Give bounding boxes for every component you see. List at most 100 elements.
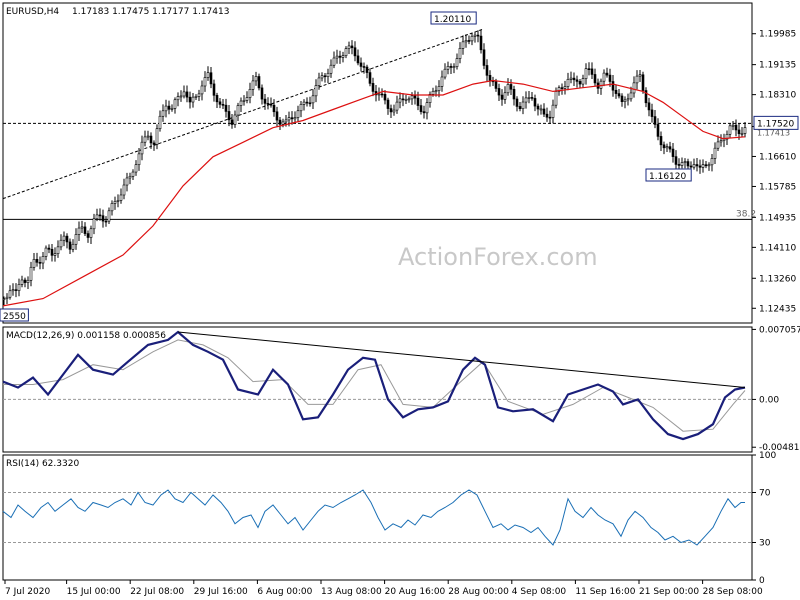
x-axis-label: 6 Aug 00:00: [257, 587, 312, 597]
candle-body: [359, 62, 363, 67]
candle-body: [14, 289, 18, 291]
candle-body: [50, 248, 54, 256]
candle-body: [488, 75, 492, 81]
candle-body: [398, 98, 402, 103]
price-panel-ohlc: 1.17183 1.17475 1.17177 1.17413: [72, 7, 229, 17]
rsi-axis-tick-label: 70: [759, 489, 771, 499]
candle-body: [635, 75, 639, 84]
candle-body: [665, 146, 669, 149]
candle-body: [356, 55, 360, 64]
candle-body: [197, 93, 201, 97]
candle-body: [404, 99, 408, 101]
candle-body: [431, 90, 435, 95]
candle-body: [581, 78, 585, 85]
candle-body: [641, 74, 645, 91]
candle-body: [92, 218, 96, 230]
candle-body: [482, 49, 486, 66]
x-axis-label: 29 Jul 16:00: [194, 587, 248, 597]
candle-body: [728, 125, 732, 135]
current-price-tag-label: 1.17520: [757, 119, 794, 129]
candle-body: [560, 87, 564, 89]
candle-body: [128, 175, 132, 179]
candle-body: [419, 105, 423, 112]
candle-body: [590, 68, 594, 75]
candle-body: [71, 243, 75, 250]
candle-body: [149, 135, 153, 144]
candle-body: [299, 104, 303, 112]
rsi-panel-title: RSI(14) 62.3320: [6, 459, 79, 469]
candle-body: [347, 45, 351, 49]
candle-body: [455, 58, 459, 67]
candle-body: [194, 96, 198, 98]
candle-body: [350, 45, 354, 49]
macd-panel-frame: [2, 326, 753, 453]
candle-body: [473, 34, 477, 37]
candle-body: [632, 82, 636, 94]
candle-body: [170, 108, 174, 110]
candle-body: [155, 128, 159, 145]
candle-body: [314, 85, 318, 97]
candle-body: [98, 214, 102, 217]
candle-body: [263, 98, 267, 104]
candle-body: [41, 256, 45, 264]
candle-body: [293, 117, 297, 120]
candle-body: [53, 253, 57, 256]
candle-body: [467, 40, 471, 42]
candle-body: [47, 247, 51, 250]
candle-body: [125, 177, 129, 186]
candle-body: [407, 98, 411, 101]
candle-body: [533, 98, 537, 107]
candle-body: [368, 72, 372, 84]
candle-body: [110, 203, 114, 212]
watermark: ActionForex.com: [398, 243, 598, 271]
candle-body: [731, 124, 735, 127]
candle-body: [668, 146, 672, 150]
candle-body: [671, 148, 675, 157]
candle-body: [167, 105, 171, 110]
x-axis-label: 15 Jul 00:00: [67, 587, 121, 597]
candle-body: [614, 89, 618, 94]
candle-body: [305, 101, 309, 104]
candle-body: [161, 110, 165, 117]
candle-body: [662, 144, 666, 149]
candle-body: [689, 165, 693, 168]
price-axis-tick-label: 1.14935: [759, 213, 796, 223]
candle-body: [296, 110, 300, 118]
x-axis-label: 28 Aug 00:00: [448, 587, 509, 597]
candle-body: [239, 100, 243, 106]
candle-body: [563, 86, 567, 89]
candle-body: [80, 226, 84, 229]
candle-body: [134, 164, 138, 173]
macd-line: [2, 330, 746, 441]
price-axis-tick-label: 1.18310: [759, 91, 796, 101]
candle-body: [365, 66, 369, 73]
candle-body: [35, 259, 39, 263]
candle-body: [143, 136, 147, 143]
candle-body: [737, 129, 741, 135]
candle-body: [578, 81, 582, 85]
price-axis-tick-label: 1.14110: [759, 243, 796, 253]
candle-body: [479, 35, 483, 51]
candle-body: [8, 290, 12, 298]
candle-body: [68, 241, 72, 250]
candle-body: [317, 77, 321, 86]
candle-body: [290, 117, 294, 120]
candle-body: [188, 96, 192, 103]
price-axis-tick-label: 1.13260: [759, 274, 796, 284]
candle-body: [629, 92, 633, 100]
candle-body: [440, 76, 444, 87]
candle-body: [173, 99, 177, 109]
candle-body: [650, 109, 654, 117]
candle-body: [551, 104, 555, 118]
candle-body: [392, 109, 396, 113]
macd-trendline: [177, 331, 746, 389]
candle-body: [686, 161, 690, 167]
candle-body: [176, 96, 180, 101]
candle-body: [548, 116, 552, 119]
candle-body: [539, 108, 543, 111]
candle-body: [377, 93, 381, 96]
candle-body: [233, 114, 237, 125]
candle-body: [104, 220, 108, 223]
candle-body: [383, 94, 387, 101]
low-annotation: 1.16120: [649, 172, 686, 182]
